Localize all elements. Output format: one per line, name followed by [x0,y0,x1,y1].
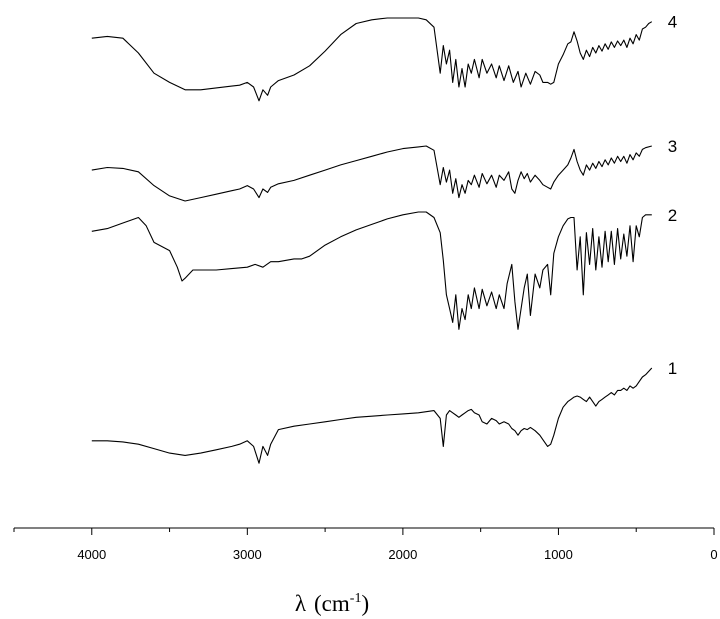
series-label-2: 2 [668,206,677,225]
spectrum-line-4 [91,17,653,102]
series-label-4: 4 [668,13,677,32]
plot-area: 4 3 2 1 [91,13,677,464]
x-tick-label: 1000 [544,547,573,562]
x-tick-label: 0 [710,547,717,562]
spectrum-line-1 [91,367,653,464]
x-axis-label: λ (cm-1) [295,591,369,616]
x-tick-label: 2000 [388,547,417,562]
spectrum-line-3 [91,145,652,202]
x-axis-unit: (cm [314,591,350,616]
x-axis-unit-close: ) [361,591,369,616]
x-tick-label: 4000 [77,547,106,562]
x-axis-unit-exponent: -1 [350,591,362,606]
spectrum-line-2 [91,211,652,330]
x-tick-label: 3000 [233,547,262,562]
x-axis: 4000 3000 2000 1000 0 [13,527,718,562]
series-label-3: 3 [668,137,677,156]
series-label-1: 1 [668,359,677,378]
x-axis-symbol: λ [295,591,307,616]
